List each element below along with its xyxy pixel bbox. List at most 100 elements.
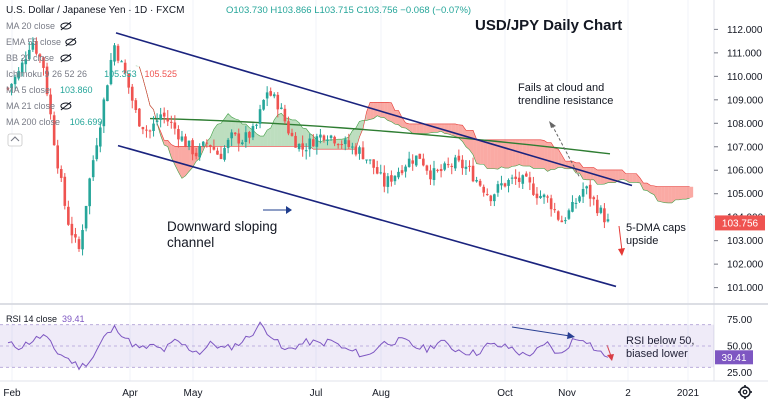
cloud-segment bbox=[302, 127, 307, 147]
candle-body bbox=[67, 206, 70, 225]
candle-body bbox=[464, 166, 468, 169]
candle-body bbox=[38, 54, 42, 57]
candle-body bbox=[258, 109, 262, 124]
eye-slash bbox=[60, 53, 72, 63]
candle-body bbox=[571, 202, 574, 212]
cloud-segment bbox=[281, 113, 285, 147]
candle-body bbox=[386, 176, 390, 187]
candle-body bbox=[280, 107, 283, 109]
candle-body bbox=[63, 176, 67, 206]
lower-trendline bbox=[117, 144, 617, 288]
candle-body bbox=[166, 118, 170, 122]
indicator-label: BB 20 close bbox=[6, 53, 54, 63]
cloud-segment bbox=[387, 102, 392, 122]
cloud-segment bbox=[604, 169, 608, 185]
candle-body bbox=[28, 49, 31, 60]
cloud-segment bbox=[394, 110, 399, 125]
candle-body bbox=[407, 158, 411, 167]
cloud-segment bbox=[419, 123, 424, 134]
cloud-segment bbox=[664, 186, 669, 203]
rsi-polyline bbox=[7, 321, 609, 371]
candle-body bbox=[138, 108, 141, 127]
indicator-value: 106.699 bbox=[70, 117, 103, 127]
candle-body bbox=[443, 163, 446, 170]
candle-body bbox=[560, 220, 564, 223]
annotation-rsi-line1: RSI below 50, bbox=[626, 335, 694, 347]
candle-body bbox=[120, 61, 123, 63]
candle-body bbox=[414, 155, 418, 166]
candle-body bbox=[255, 124, 258, 126]
cloud-segment bbox=[618, 169, 623, 181]
candle-body bbox=[10, 83, 13, 89]
candles bbox=[6, 37, 610, 256]
chart-title: USD/JPY Daily Chart bbox=[475, 17, 622, 34]
candle-body bbox=[74, 234, 77, 238]
ma200-polyline bbox=[149, 117, 611, 155]
candle-body bbox=[418, 153, 422, 159]
cloud-segment bbox=[586, 167, 591, 180]
cloud-segment bbox=[213, 124, 218, 147]
price-tick-label: 102.000 bbox=[727, 260, 764, 271]
time-axis[interactable]: Feb Apr May Jul Aug Oct Nov 2 2021 bbox=[3, 388, 699, 399]
candle-body bbox=[361, 147, 365, 160]
candle-body bbox=[134, 100, 138, 111]
candle-body bbox=[116, 45, 120, 61]
candle-body bbox=[471, 165, 475, 182]
cloud-segment bbox=[423, 123, 427, 134]
eye-slash bbox=[60, 21, 72, 31]
last-price-value: 103.756 bbox=[722, 218, 759, 229]
cloud-segment bbox=[416, 123, 420, 134]
candle-body bbox=[81, 229, 84, 250]
indicator-label: MA 200 close bbox=[6, 117, 60, 127]
candle-body bbox=[390, 175, 393, 182]
cloud-segment bbox=[221, 118, 225, 147]
settings-gear-icon[interactable] bbox=[738, 385, 752, 399]
candle-body bbox=[177, 129, 180, 140]
cloud-segment bbox=[529, 139, 534, 169]
candle-body bbox=[308, 138, 312, 150]
cloud-segment bbox=[412, 123, 417, 134]
candle-body bbox=[194, 152, 198, 157]
candle-body bbox=[517, 177, 521, 183]
time-tick-label: Aug bbox=[372, 388, 390, 399]
candle-body bbox=[343, 139, 347, 145]
cloud-segment bbox=[536, 139, 541, 169]
candle-body bbox=[187, 140, 191, 147]
candle-body bbox=[482, 186, 485, 193]
cloud-segment bbox=[164, 140, 168, 147]
rsi-band bbox=[0, 324, 714, 368]
cloud-segment bbox=[323, 140, 328, 150]
candle-body bbox=[95, 145, 99, 160]
candle-body bbox=[567, 210, 571, 219]
price-tick-label: 107.000 bbox=[727, 142, 764, 153]
candle-body bbox=[276, 94, 280, 110]
candle-body bbox=[535, 193, 539, 199]
candle-body bbox=[514, 176, 517, 180]
time-tick-label: Feb bbox=[3, 388, 21, 399]
legend-collapse-icon[interactable] bbox=[7, 133, 23, 147]
candle-body bbox=[592, 197, 596, 200]
rsi-tick-label: 50.00 bbox=[727, 342, 752, 353]
candle-body bbox=[162, 112, 166, 117]
candle-body bbox=[272, 94, 276, 97]
cloud-segment bbox=[682, 186, 687, 200]
cloud-segment bbox=[402, 117, 406, 129]
cloud-segment bbox=[391, 102, 395, 125]
candle-body bbox=[223, 148, 226, 160]
candle-body bbox=[191, 140, 194, 155]
indicator-label: Ichimoku 9 26 52 26 bbox=[6, 69, 87, 79]
indicator-label: MA 21 close bbox=[6, 101, 55, 111]
candle-body bbox=[354, 146, 358, 155]
candle-body bbox=[91, 160, 95, 178]
candle-body bbox=[109, 59, 113, 85]
candle-body bbox=[372, 159, 375, 168]
rsi-axis[interactable]: 75.00 50.00 25.00 39.41 bbox=[715, 315, 753, 379]
cloud-segment bbox=[668, 186, 672, 203]
indicator-value: 105.353 bbox=[104, 69, 137, 79]
candle-body bbox=[475, 179, 478, 182]
hidden-eye-icon bbox=[60, 101, 72, 111]
candle-body bbox=[45, 66, 49, 95]
candle-body bbox=[585, 186, 588, 189]
candle-body bbox=[173, 122, 177, 129]
